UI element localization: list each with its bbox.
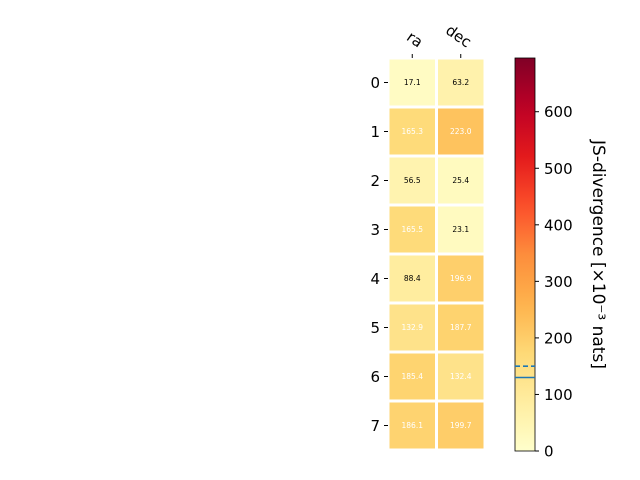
heatmap-cell xyxy=(389,402,435,449)
column-tick-label: dec xyxy=(442,21,474,51)
colorbar-tick-label: 0 xyxy=(544,443,554,461)
heatmap-cell xyxy=(389,304,435,351)
cell-value-label: 185.4 xyxy=(402,372,424,381)
cell-value-label: 63.2 xyxy=(452,78,469,87)
cell-value-label: 223.0 xyxy=(450,127,472,136)
heatmap-cell xyxy=(389,157,435,204)
row-tick-label: 6 xyxy=(370,368,380,386)
heatmap-cell xyxy=(438,59,484,106)
row-tick-label: 1 xyxy=(370,123,380,141)
heatmap-cell xyxy=(438,304,484,351)
cell-value-label: 165.5 xyxy=(402,225,424,234)
colorbar xyxy=(514,57,536,452)
colorbar-tick-label: 600 xyxy=(544,103,573,121)
cell-value-label: 17.1 xyxy=(404,78,421,87)
cell-value-label: 132.4 xyxy=(450,372,472,381)
row-tick-label: 2 xyxy=(370,172,380,190)
colorbar-tick-label: 200 xyxy=(544,329,573,347)
heatmap-cell xyxy=(389,206,435,253)
cell-value-label: 186.1 xyxy=(402,421,424,430)
cell-value-label: 187.7 xyxy=(450,323,472,332)
cell-value-label: 199.7 xyxy=(450,421,472,430)
cell-value-label: 88.4 xyxy=(404,274,421,283)
heatmap-cell xyxy=(438,353,484,400)
heatmap-cell xyxy=(389,108,435,155)
cell-value-label: 56.5 xyxy=(404,176,421,185)
colorbar-tick-label: 500 xyxy=(544,160,573,178)
cell-value-label: 196.9 xyxy=(450,274,472,283)
colorbar-tick-label: 400 xyxy=(544,216,573,234)
cell-value-label: 25.4 xyxy=(452,176,469,185)
heatmap-cell xyxy=(438,206,484,253)
heatmap-cell xyxy=(389,59,435,106)
heatmap-cell xyxy=(389,353,435,400)
heatmap-cell xyxy=(438,108,484,155)
heatmap-cell xyxy=(389,255,435,302)
cell-value-label: 132.9 xyxy=(402,323,424,332)
colorbar-tick-label: 100 xyxy=(544,386,573,404)
row-tick-label: 5 xyxy=(370,319,380,337)
colorbar-tick-label: 300 xyxy=(544,273,573,291)
row-tick-label: 0 xyxy=(370,74,380,92)
cell-value-label: 23.1 xyxy=(452,225,469,234)
cell-value-label: 165.3 xyxy=(402,127,424,136)
row-tick-label: 7 xyxy=(370,417,380,435)
column-tick-label: ra xyxy=(403,28,426,52)
heatmap-cell xyxy=(438,157,484,204)
row-tick-label: 3 xyxy=(370,221,380,239)
row-tick-label: 4 xyxy=(370,270,380,288)
colorbar-label: JS-divergence [×10⁻³ nats] xyxy=(588,139,608,369)
heatmap-cell xyxy=(438,255,484,302)
heatmap-cell xyxy=(438,402,484,449)
